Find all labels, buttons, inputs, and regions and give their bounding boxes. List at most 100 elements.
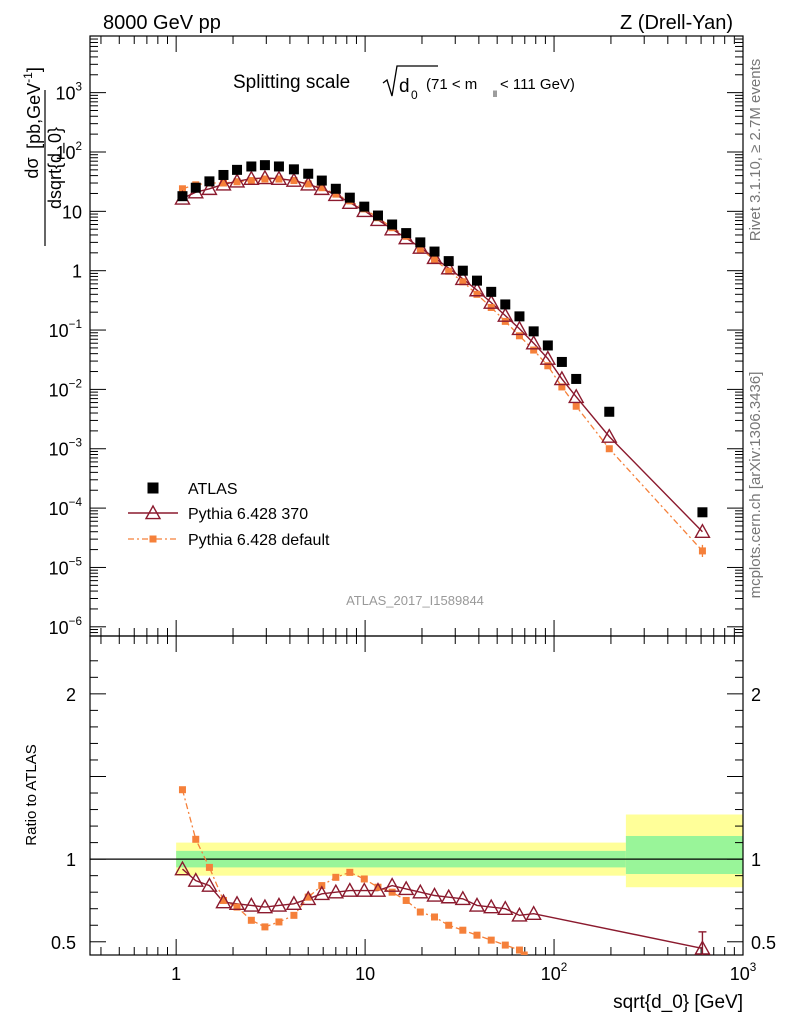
- pythia-default-point-8: [290, 177, 298, 185]
- atlas-point-25: [528, 326, 539, 337]
- x-tick-label-0: 1: [171, 964, 181, 984]
- pythia-370-point-26: [539, 350, 557, 365]
- ratio-pythia-370-point-11: [327, 883, 345, 899]
- main-y-tick-label-1: 10−5: [49, 555, 83, 578]
- atlas-point-21: [471, 275, 482, 286]
- main-y-tick-label-7: 10: [62, 202, 82, 222]
- pythia-370-point-19: [440, 259, 457, 275]
- atlas-point-11: [330, 183, 341, 194]
- pythia-370-point-4: [228, 172, 246, 188]
- pythia-default-point-26: [544, 362, 552, 370]
- ratio-pythia-370-point-9: [300, 890, 317, 906]
- ratio-pythia-370-point-15: [383, 877, 401, 892]
- atlas-point-6: [259, 160, 270, 171]
- pythia-default-point-25: [530, 346, 538, 354]
- ratio-y-tick-label-left-1: 1: [66, 850, 76, 870]
- pythia-default-point-21: [473, 290, 481, 298]
- sqrt-symbol-icon: [382, 65, 438, 97]
- ylabel-units-sup: -1: [21, 72, 35, 83]
- pythia-default-point-17: [416, 245, 424, 253]
- ratio-pythia-default-point-19: [445, 921, 453, 929]
- title-range-open: (71 < m: [426, 76, 477, 93]
- atlas-point-3: [218, 169, 229, 180]
- legend: ATLAS Pythia 6.428 370 Pythia 6.428 defaul…: [128, 481, 330, 549]
- ratio-pythia-370-point-20: [454, 890, 472, 906]
- ylabel-units-post: ]: [24, 67, 44, 72]
- pythia-default-point-11: [332, 190, 340, 198]
- ratio-pythia-default-point-13: [360, 875, 368, 883]
- ratio-pythia-default-point-22: [487, 936, 495, 944]
- main-y-tick-label-9: 103: [55, 81, 82, 104]
- pythia-default-point-19: [445, 267, 453, 275]
- pythia-370-point-10: [313, 180, 330, 196]
- x-tick-label-1: 10: [355, 964, 375, 984]
- ratio-frame: [89, 635, 744, 956]
- ratio-pythia-default-point-21: [473, 931, 481, 939]
- main-data: [174, 160, 711, 558]
- main-line-pythia-370: [182, 177, 703, 533]
- ratio-pythia-370-point-18: [426, 887, 443, 902]
- pythia-370-point-29: [601, 428, 618, 443]
- main-line-pythia-default: [182, 178, 703, 552]
- pythia-370-point-3: [215, 175, 232, 191]
- atlas-point-8: [288, 164, 299, 175]
- legend-marker-pythia-default: [149, 535, 157, 543]
- ratio-pythia-370-point-12: [341, 882, 358, 897]
- atlas-point-28: [571, 373, 582, 384]
- ratio-pythia-default-point-6: [261, 923, 269, 931]
- pythia-370-point-11: [327, 186, 345, 202]
- pythia-default-point-22: [487, 303, 495, 311]
- ratio-pythia-default-point-3: [219, 896, 227, 904]
- ratio-pythia-370-point-21: [468, 896, 486, 912]
- ratio-pythia-370-point-25: [525, 905, 542, 920]
- atlas-point-12: [344, 192, 355, 203]
- atlas-point-1: [190, 182, 201, 193]
- pythia-default-point-6: [261, 175, 269, 183]
- legend-label-1: Pythia 6.428 370: [188, 506, 308, 523]
- ratio-ylabel: Ratio to ATLAS: [23, 744, 40, 845]
- atlas-point-20: [457, 265, 468, 276]
- title-main: Splitting scale: [233, 72, 350, 93]
- ratio-pythia-default-point-12: [346, 868, 354, 876]
- ratio-pythia-default-point-2: [205, 863, 213, 871]
- header-right: Z (Drell-Yan): [620, 12, 733, 34]
- ratio-pythia-default-point-25: [520, 951, 528, 955]
- atlas-point-24: [514, 311, 525, 322]
- atlas-point-4: [232, 164, 243, 175]
- pythia-370-point-6: [256, 169, 274, 185]
- ratio-pythia-default-point-15: [388, 888, 396, 896]
- ratio-y-tick-label-right-0: 0.5: [751, 933, 776, 953]
- ratio-pythia-default-point-0: [178, 786, 186, 794]
- pythia-370-point-7: [270, 170, 288, 185]
- ratio-pythia-370-point-6: [256, 898, 274, 914]
- pythia-370-point-5: [243, 170, 260, 185]
- pythia-default-point-18: [431, 255, 439, 263]
- main-y-tick-label-8: 102: [55, 140, 82, 163]
- mcplots-label: mcplots.cern.ch [arXiv:1306.3436]: [747, 372, 764, 599]
- ratio-bands: [176, 814, 743, 888]
- pythia-370-point-24: [511, 320, 528, 336]
- main-ylabel-units: [pb,GeV-1]: [21, 67, 44, 149]
- ratio-pythia-default-point-11: [332, 873, 340, 881]
- pythia-default-point-3: [219, 179, 227, 187]
- atlas-point-2: [204, 176, 215, 187]
- pythia-370-point-30: [694, 523, 711, 539]
- ratio-pythia-370-point-19: [440, 888, 457, 904]
- atlas-point-13: [359, 201, 370, 212]
- ratio-pythia-default-point-14: [374, 883, 382, 891]
- ratio-panel: 1 10 102 103 0.5 0.5 1 1 2 2: [51, 635, 776, 984]
- pythia-default-point-0: [178, 185, 186, 193]
- ylabel-denominator: dsqrt{d_0}: [45, 127, 66, 209]
- pythia-default-point-28: [572, 402, 580, 410]
- ratio-y-tick-label-right-2: 2: [751, 685, 761, 705]
- rivet-label: Rivet 3.1.10, ≥ 2.7M events: [747, 59, 764, 242]
- x-tick-label-3: 103: [730, 961, 757, 984]
- xlabel: sqrt{d_0} [GeV]: [613, 992, 743, 1013]
- legend-marker-pythia-370: [144, 504, 162, 520]
- header-left: 8000 GeV pp: [103, 12, 221, 34]
- ratio-pythia-370-point-2: [201, 877, 218, 892]
- pythia-370-point-28: [568, 388, 585, 404]
- pythia-370-point-20: [454, 270, 472, 286]
- ratio-pythia-370-point-17: [412, 883, 429, 899]
- ratio-data: [174, 786, 711, 955]
